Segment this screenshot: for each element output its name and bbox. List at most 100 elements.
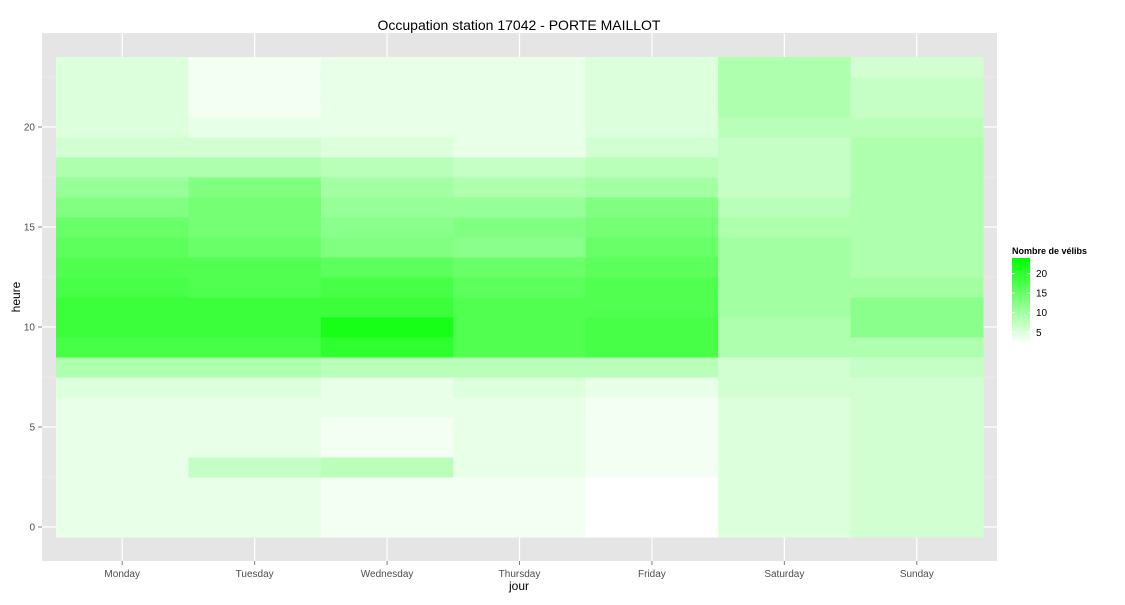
heatmap-cell	[320, 477, 454, 498]
heatmap-cell	[320, 417, 454, 438]
heatmap-cell	[188, 177, 322, 198]
heatmap-cell	[56, 57, 189, 78]
heatmap-cell	[320, 437, 454, 458]
heatmap-cell	[56, 137, 189, 158]
heatmap-cell	[453, 217, 587, 238]
legend-ticks: 5 10 15 20	[1012, 269, 1048, 339]
heatmap-cell	[718, 237, 852, 258]
heatmap-cell	[56, 517, 189, 538]
heatmap-cell	[320, 77, 454, 98]
heatmap-cell	[320, 217, 454, 238]
heatmap-cell	[453, 357, 587, 378]
heatmap-cell	[718, 357, 852, 378]
heatmap-cell	[453, 117, 587, 138]
x-tick-label: Wednesday	[361, 569, 414, 580]
heatmap-cell	[56, 397, 189, 418]
heatmap-cell	[718, 477, 852, 498]
heatmap-cell	[585, 477, 719, 498]
heatmap-cell	[320, 497, 454, 518]
heatmap-cell	[188, 397, 322, 418]
heatmap-cell	[56, 437, 189, 458]
heatmap-cell	[453, 517, 587, 538]
heatmap-cell	[718, 177, 852, 198]
heatmap-cell	[453, 157, 587, 178]
chart-title: Occupation station 17042 - PORTE MAILLOT	[378, 17, 661, 33]
heatmap-cell	[850, 337, 984, 358]
heatmap-cell	[718, 337, 852, 358]
heatmap-cell	[850, 77, 984, 98]
heatmap-cell	[320, 297, 454, 318]
heatmap-cell	[850, 57, 984, 78]
heatmap-cell	[850, 417, 984, 438]
heatmap-cell	[850, 237, 984, 258]
heatmap-cell	[585, 277, 719, 298]
heatmap-cell	[585, 457, 719, 478]
heatmap-cell	[585, 377, 719, 398]
heatmap-cell	[320, 237, 454, 258]
heatmap-cell	[453, 437, 587, 458]
heatmap-cell	[320, 97, 454, 118]
heatmap-cell	[453, 277, 587, 298]
heatmap-cell	[453, 137, 587, 158]
legend-tick-label: 20	[1036, 269, 1048, 280]
heatmap-cell	[850, 497, 984, 518]
heatmap-cell	[585, 57, 719, 78]
heatmap-cell	[718, 217, 852, 238]
heatmap-cell	[56, 457, 189, 478]
heatmap-cell	[718, 397, 852, 418]
heatmap-cell	[718, 257, 852, 278]
heatmap-cell	[718, 97, 852, 118]
heatmap-cell	[320, 117, 454, 138]
heatmap-cell	[850, 157, 984, 178]
heatmap-cell	[188, 57, 322, 78]
heatmap-cell	[453, 337, 587, 358]
heatmap-cell	[320, 337, 454, 358]
heatmap-cell	[188, 317, 322, 338]
heatmap-cell	[56, 117, 189, 138]
x-tick-label: Sunday	[900, 569, 934, 580]
x-tick-label: Saturday	[764, 569, 804, 580]
heatmap-cell	[718, 457, 852, 478]
heatmap-cell	[585, 337, 719, 358]
heatmap-cell	[320, 57, 454, 78]
heatmap-cell	[718, 277, 852, 298]
heatmap-cell	[585, 497, 719, 518]
x-tick-label: Thursday	[499, 569, 541, 580]
heatmap-cell	[188, 457, 322, 478]
heatmap-cell	[453, 57, 587, 78]
axes: 0 5 10 15 20 Monday Tuesday Wednesday Thursday Fr…	[24, 123, 934, 581]
heatmap-cell	[188, 357, 322, 378]
heatmap-cell	[188, 417, 322, 438]
heatmap-cell	[850, 457, 984, 478]
heatmap-cell	[453, 477, 587, 498]
heatmap-cell	[718, 497, 852, 518]
heatmap-cell	[850, 197, 984, 218]
heatmap-cell	[188, 237, 322, 258]
heatmap-cell	[56, 317, 189, 338]
heatmap-cell	[188, 517, 322, 538]
y-axis-label: heure	[9, 281, 23, 312]
heatmap-cell	[320, 277, 454, 298]
heatmap-cell	[850, 137, 984, 158]
heatmap-cell	[188, 437, 322, 458]
heatmap-cell	[585, 297, 719, 318]
heatmap-cell	[585, 437, 719, 458]
heatmap-cell	[320, 257, 454, 278]
heatmap-cell	[718, 137, 852, 158]
heatmap-cell	[188, 377, 322, 398]
heatmap-cell	[188, 337, 322, 358]
heatmap-cell	[850, 517, 984, 538]
heatmap-cell	[718, 517, 852, 538]
x-tick-label: Tuesday	[236, 569, 274, 580]
heatmap-cell	[56, 217, 189, 238]
heatmap-cell	[188, 477, 322, 498]
heatmap-cell	[850, 477, 984, 498]
heatmap-cell	[320, 137, 454, 158]
heatmap-cell	[850, 117, 984, 138]
heatmap-cell	[453, 237, 587, 258]
heatmap-cell	[453, 497, 587, 518]
heatmap-cell	[718, 197, 852, 218]
heatmap-cell	[188, 277, 322, 298]
heatmap-cell	[188, 297, 322, 318]
heatmap-cell	[320, 177, 454, 198]
